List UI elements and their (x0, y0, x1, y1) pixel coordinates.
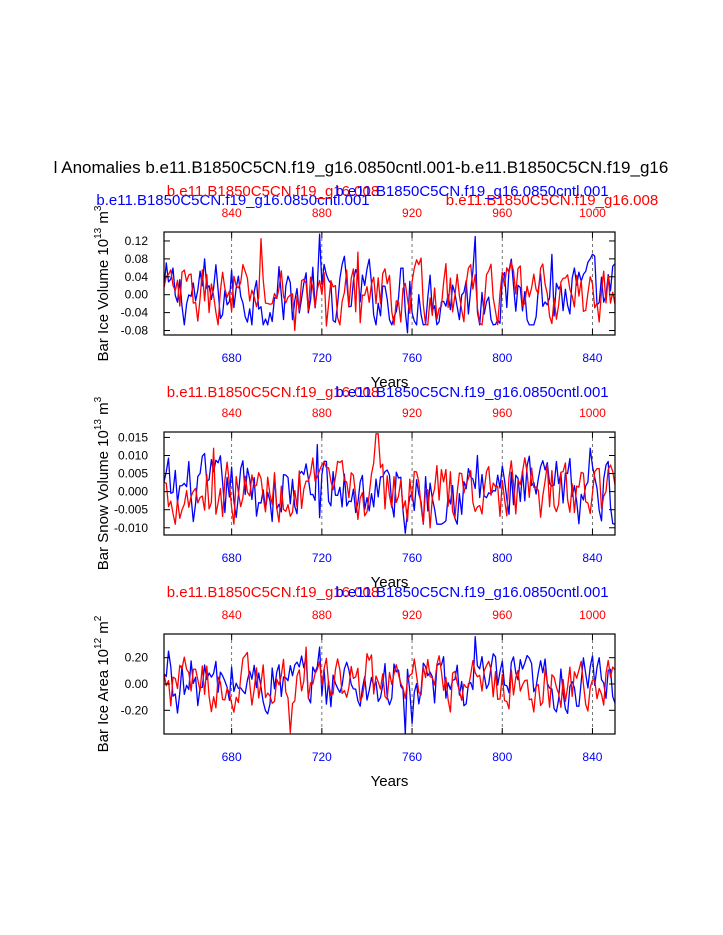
x-tick-label-bottom: 760 (402, 351, 422, 365)
x-tick-label-bottom: 840 (582, 551, 602, 565)
x-tick-label-bottom: 800 (492, 551, 512, 565)
series-group (164, 233, 615, 334)
y-label-unit-exp: 3 (93, 396, 104, 402)
x-tick-label-top: 920 (402, 608, 422, 622)
y-tick-label: 0.12 (125, 234, 149, 248)
plot-frame (163, 431, 616, 536)
snow-volume-panel: 0.015 0.010 0.005 0.000 -0.005 -0.010 680 720 76… (93, 384, 616, 591)
x-tick-label-top: 920 (402, 406, 422, 420)
x-tick-label-top: 960 (492, 406, 512, 420)
x-tick-label-bottom: 840 (582, 351, 602, 365)
series-line-blue (164, 443, 615, 534)
y-tick-label: 0.00 (125, 288, 149, 302)
x-tick-label-top: 880 (312, 406, 332, 420)
x-tick-label-bottom: 840 (582, 750, 602, 764)
series-line-red (164, 238, 615, 332)
x-tick-label-top: 840 (222, 206, 242, 220)
x-tick-label-bottom: 800 (492, 351, 512, 365)
y-label-main: Bar Snow Volume 10 (95, 430, 112, 570)
y-label-unit: m (95, 621, 112, 638)
series-line-red (164, 433, 615, 529)
y-label-exp: 13 (93, 227, 104, 239)
y-axis-label: Bar Ice Volume 1013 m3 (93, 205, 112, 361)
main-title: l Anomalies b.e11.B1850C5CN.f19_g16.0850… (54, 158, 669, 177)
series-line-red (164, 646, 615, 734)
x-tick-label-bottom: 720 (312, 351, 332, 365)
y-label-unit-exp: 2 (93, 615, 104, 621)
x-tick-label-bottom: 800 (492, 750, 512, 764)
top-label-blue: b.e11.B1850C5CN.f19_g16.0850cntl.001 (96, 192, 369, 209)
y-tick-label: 0.010 (118, 448, 148, 462)
y-tick-label: 0.015 (118, 430, 148, 444)
top-label-red: b.e11.B1850C5CN.f19_g16.008 (446, 192, 658, 209)
series-group (164, 635, 615, 734)
y-tick-label: 0.08 (125, 252, 149, 266)
x-tick-label-top: 960 (492, 608, 512, 622)
y-label-unit: m (95, 402, 112, 419)
y-tick-label: -0.005 (114, 503, 148, 517)
panel-title-red: b.e11.B1850C5CN.f19_g16.008 (167, 584, 379, 601)
y-tick-label: 0.000 (118, 485, 148, 499)
y-tick-label: -0.010 (114, 521, 148, 535)
x-tick-label-top: 840 (222, 608, 242, 622)
y-label-unit-exp: 3 (93, 205, 104, 211)
y-tick-label: -0.20 (121, 703, 149, 717)
x-tick-label-bottom: 760 (402, 750, 422, 764)
ice-volume-panel: 0.12 0.08 0.04 0.00 -0.04 -0.08 680 720 760 800 84… (93, 183, 616, 391)
y-tick-label: 0.005 (118, 467, 148, 481)
y-tick-label: -0.04 (121, 306, 149, 320)
y-axis-label: Bar Ice Area 1012 m2 (93, 615, 112, 752)
panel-title-blue: b.e11.B1850C5CN.f19_g16.0850cntl.001 (335, 584, 608, 601)
x-axis-label: Years (371, 374, 409, 391)
x-tick-label-top: 880 (312, 608, 332, 622)
ice-area-panel: 0.20 0.00 -0.20 680 720 760 800 840 840 880 920 960… (93, 584, 616, 790)
x-tick-label-bottom: 760 (402, 551, 422, 565)
series-group (164, 433, 615, 534)
plot-frame (163, 231, 616, 336)
x-tick-label-top: 1000 (579, 206, 606, 220)
x-tick-label-top: 960 (492, 206, 512, 220)
y-tick-label: 0.04 (125, 270, 149, 284)
y-axis-label: Bar Snow Volume 1013 m3 (93, 396, 112, 570)
panel-title-blue: b.e11.B1850C5CN.f19_g16.0850cntl.001 (335, 183, 608, 200)
x-tick-label-top: 1000 (579, 608, 606, 622)
x-tick-label-top: 880 (312, 206, 332, 220)
y-label-exp: 12 (93, 637, 104, 649)
panel-title-red: b.e11.B1850C5CN.f19_g16.008 (167, 183, 379, 200)
x-tick-label-bottom: 720 (312, 750, 332, 764)
y-tick-label: -0.08 (121, 324, 149, 338)
x-tick-label-bottom: 680 (222, 551, 242, 565)
x-axis-label: Years (371, 773, 409, 790)
y-label-exp: 13 (93, 419, 104, 431)
y-label-main: Bar Ice Volume 10 (95, 239, 112, 362)
panel-title-red: b.e11.B1850C5CN.f19_g16.008 (167, 384, 379, 401)
x-tick-label-top: 840 (222, 406, 242, 420)
x-axis-label: Years (371, 574, 409, 591)
x-tick-label-bottom: 720 (312, 551, 332, 565)
x-tick-label-bottom: 680 (222, 351, 242, 365)
panel-title-blue: b.e11.B1850C5CN.f19_g16.0850cntl.001 (335, 384, 608, 401)
y-label-unit: m (95, 211, 112, 228)
x-tick-label-bottom: 680 (222, 750, 242, 764)
y-tick-label: 0.20 (125, 651, 149, 665)
y-label-main: Bar Ice Area 10 (95, 649, 112, 752)
y-tick-label: 0.00 (125, 677, 149, 691)
x-tick-label-top: 920 (402, 206, 422, 220)
x-tick-label-top: 1000 (579, 406, 606, 420)
